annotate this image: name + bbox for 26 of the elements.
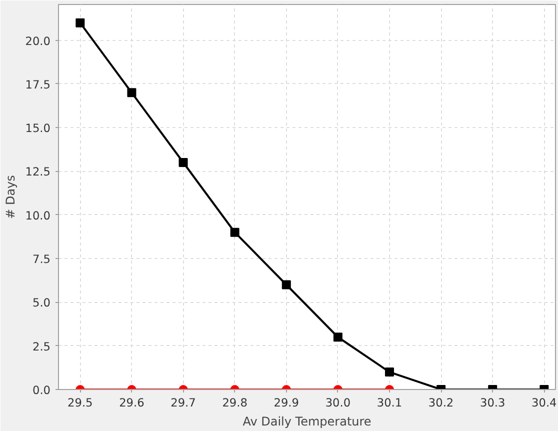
x-tick-label: 30.1 [376, 396, 402, 410]
x-tick-label: 30.0 [325, 396, 351, 410]
point [127, 88, 136, 98]
y-tick-label: 17.5 [25, 77, 51, 92]
y-tick-label: 7.5 [32, 252, 50, 266]
y-tick-label: 20.0 [25, 34, 51, 48]
x-tick-label: 29.9 [274, 396, 299, 410]
x-tick-label: 29.8 [222, 396, 248, 410]
y-tick-label: 5.0 [32, 296, 50, 310]
point [178, 158, 188, 168]
point [76, 18, 85, 28]
y-tick-label: 10.0 [25, 208, 51, 222]
y-axis-title: # Days [3, 175, 18, 219]
point [282, 280, 291, 290]
y-tick-label: 15.0 [25, 121, 51, 136]
x-axis-title: Av Daily Temperature [242, 414, 372, 428]
x-tick-label: 30.3 [480, 396, 506, 410]
y-tick-label: 2.5 [32, 339, 50, 354]
x-tick-label: 30.2 [428, 396, 454, 410]
y-tick-label: 0.0 [32, 383, 50, 397]
x-tick-label: 29.7 [170, 396, 196, 410]
x-tick-label: 29.5 [68, 396, 93, 410]
x-tick-label: 30.4 [532, 396, 557, 410]
point [230, 228, 240, 237]
x-tick-label: 29.6 [119, 396, 144, 410]
y-tick-label: 12.5 [25, 164, 51, 179]
